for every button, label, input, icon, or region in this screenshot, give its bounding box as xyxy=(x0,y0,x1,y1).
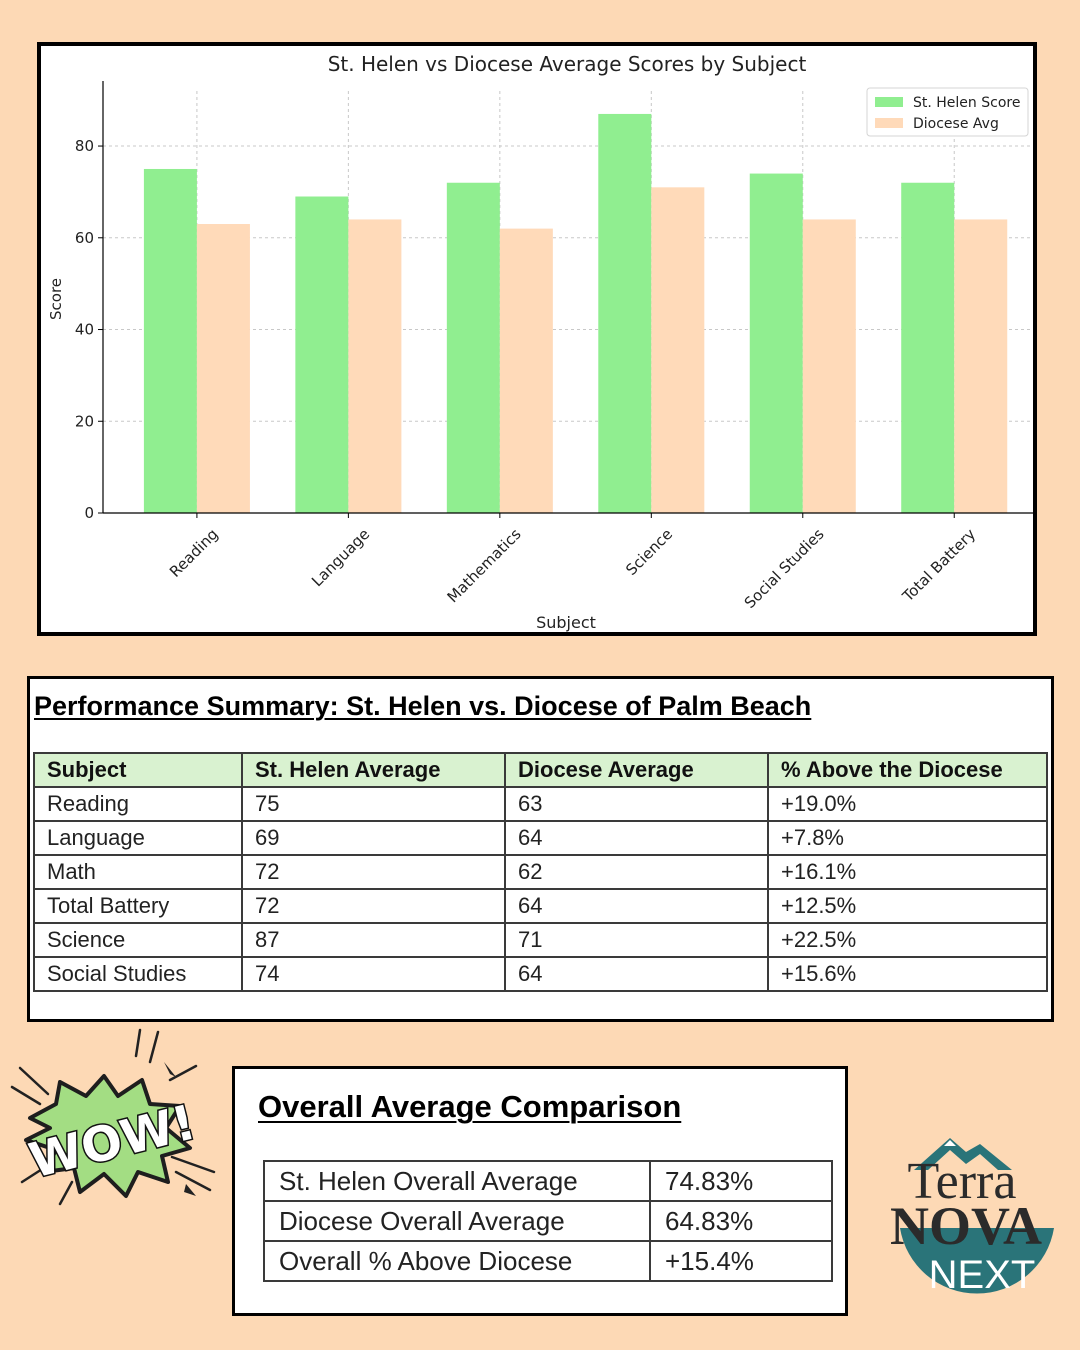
cell-diocese-average: 62 xyxy=(504,854,769,890)
x-tick-label: Science xyxy=(622,525,676,579)
y-tick-label: 60 xyxy=(75,229,94,247)
bar-st-helen-language xyxy=(295,196,349,513)
table-row: Science 87 71 +22.5% xyxy=(33,922,1048,958)
table-row: Total Battery 72 64 +12.5% xyxy=(33,888,1048,924)
legend-swatch xyxy=(875,97,903,107)
cell-subject: Language xyxy=(33,820,243,856)
cell-diocese-average: 63 xyxy=(504,786,769,822)
overall-comparison-panel: Overall Average Comparison St. Helen Ove… xyxy=(232,1066,848,1316)
bar-diocese-language xyxy=(348,219,402,513)
x-axis-label: Subject xyxy=(536,613,596,632)
x-tick-label: Total Battery xyxy=(898,525,979,606)
cell-st-helen-average: 87 xyxy=(241,922,506,958)
overall-value: 74.83% xyxy=(649,1160,833,1202)
legend-label: St. Helen Score xyxy=(913,95,1020,111)
legend-swatch xyxy=(875,118,903,128)
bar-st-helen-total-battery xyxy=(901,182,955,513)
bar-diocese-reading xyxy=(196,224,250,514)
overall-value: 64.83% xyxy=(649,1200,833,1242)
y-tick-label: 0 xyxy=(84,504,94,522)
logo-next: NEXT xyxy=(929,1253,1036,1297)
cell-percent-above: +16.1% xyxy=(767,854,1048,890)
table-row: Language 69 64 +7.8% xyxy=(33,820,1048,856)
table-row: Math 72 62 +16.1% xyxy=(33,854,1048,890)
cell-percent-above: +19.0% xyxy=(767,786,1048,822)
header-percent-above: % Above the Diocese xyxy=(767,752,1048,788)
y-tick-label: 20 xyxy=(75,412,94,430)
cell-st-helen-average: 75 xyxy=(241,786,506,822)
overall-label: St. Helen Overall Average xyxy=(263,1160,651,1202)
summary-header-row: Subject St. Helen Average Diocese Averag… xyxy=(33,752,1048,788)
cell-subject: Reading xyxy=(33,786,243,822)
table-row: St. Helen Overall Average 74.83% xyxy=(263,1160,833,1202)
bar-st-helen-reading xyxy=(143,168,197,513)
overall-title: Overall Average Comparison xyxy=(258,1089,682,1124)
bar-diocese-science xyxy=(651,187,705,513)
performance-summary-panel: Performance Summary: St. Helen vs. Dioce… xyxy=(27,676,1054,1022)
y-tick-label: 40 xyxy=(75,321,94,339)
cell-subject: Math xyxy=(33,854,243,890)
cell-st-helen-average: 69 xyxy=(241,820,506,856)
overall-table: St. Helen Overall Average 74.83% Diocese… xyxy=(263,1160,833,1282)
bar-st-helen-social-studies xyxy=(749,173,803,513)
mountain-icon xyxy=(914,1138,1012,1170)
cell-st-helen-average: 72 xyxy=(241,888,506,924)
cell-diocese-average: 64 xyxy=(504,956,769,992)
header-st-helen-average: St. Helen Average xyxy=(241,752,506,788)
header-diocese-average: Diocese Average xyxy=(504,752,769,788)
cell-st-helen-average: 74 xyxy=(241,956,506,992)
cell-percent-above: +22.5% xyxy=(767,922,1048,958)
comic-burst-icon: WOW! xyxy=(10,1028,216,1206)
x-tick-label: Language xyxy=(308,525,373,590)
cell-percent-above: +15.6% xyxy=(767,956,1048,992)
legend-box xyxy=(866,87,1029,137)
summary-table: Subject St. Helen Average Diocese Averag… xyxy=(33,752,1048,992)
header-subject: Subject xyxy=(33,752,243,788)
y-axis-label: Score xyxy=(47,278,65,320)
cell-diocese-average: 71 xyxy=(504,922,769,958)
bar-diocese-total-battery xyxy=(954,219,1008,513)
cell-percent-above: +12.5% xyxy=(767,888,1048,924)
x-tick-label: Reading xyxy=(166,525,222,581)
x-tick-label: Mathematics xyxy=(444,525,525,606)
cell-subject: Total Battery xyxy=(33,888,243,924)
overall-value: +15.4% xyxy=(649,1240,833,1282)
legend-label: Diocese Avg xyxy=(913,116,999,132)
overall-label: Diocese Overall Average xyxy=(263,1200,651,1242)
terranova-next-logo: Terra NOVA NEXT xyxy=(890,1138,1054,1297)
y-tick-label: 80 xyxy=(75,137,94,155)
chart-panel: St. Helen vs Diocese Average Scores by S… xyxy=(37,42,1037,636)
cell-subject: Social Studies xyxy=(33,956,243,992)
cell-percent-above: +7.8% xyxy=(767,820,1048,856)
cell-st-helen-average: 72 xyxy=(241,854,506,890)
cell-diocese-average: 64 xyxy=(504,820,769,856)
table-row: Reading 75 63 +19.0% xyxy=(33,786,1048,822)
bar-diocese-social-studies xyxy=(802,219,856,513)
bar-st-helen-mathematics xyxy=(446,182,500,513)
table-row: Social Studies 74 64 +15.6% xyxy=(33,956,1048,992)
cell-subject: Science xyxy=(33,922,243,958)
overall-label: Overall % Above Diocese xyxy=(263,1240,651,1282)
chart-legend: St. Helen Score Diocese Avg xyxy=(866,87,1029,137)
table-row: Overall % Above Diocese +15.4% xyxy=(263,1240,833,1282)
logo-nova: NOVA xyxy=(890,1196,1042,1256)
summary-title: Performance Summary: St. Helen vs. Dioce… xyxy=(34,691,812,721)
x-tick-label: Social Studies xyxy=(741,525,828,612)
cell-diocese-average: 64 xyxy=(504,888,769,924)
table-row: Diocese Overall Average 64.83% xyxy=(263,1200,833,1242)
chart-title: St. Helen vs Diocese Average Scores by S… xyxy=(328,52,807,76)
bar-chart: St. Helen vs Diocese Average Scores by S… xyxy=(47,52,1033,632)
bar-st-helen-science xyxy=(598,113,652,513)
logo-terra: Terra xyxy=(908,1153,1017,1210)
bar-diocese-mathematics xyxy=(499,228,553,513)
